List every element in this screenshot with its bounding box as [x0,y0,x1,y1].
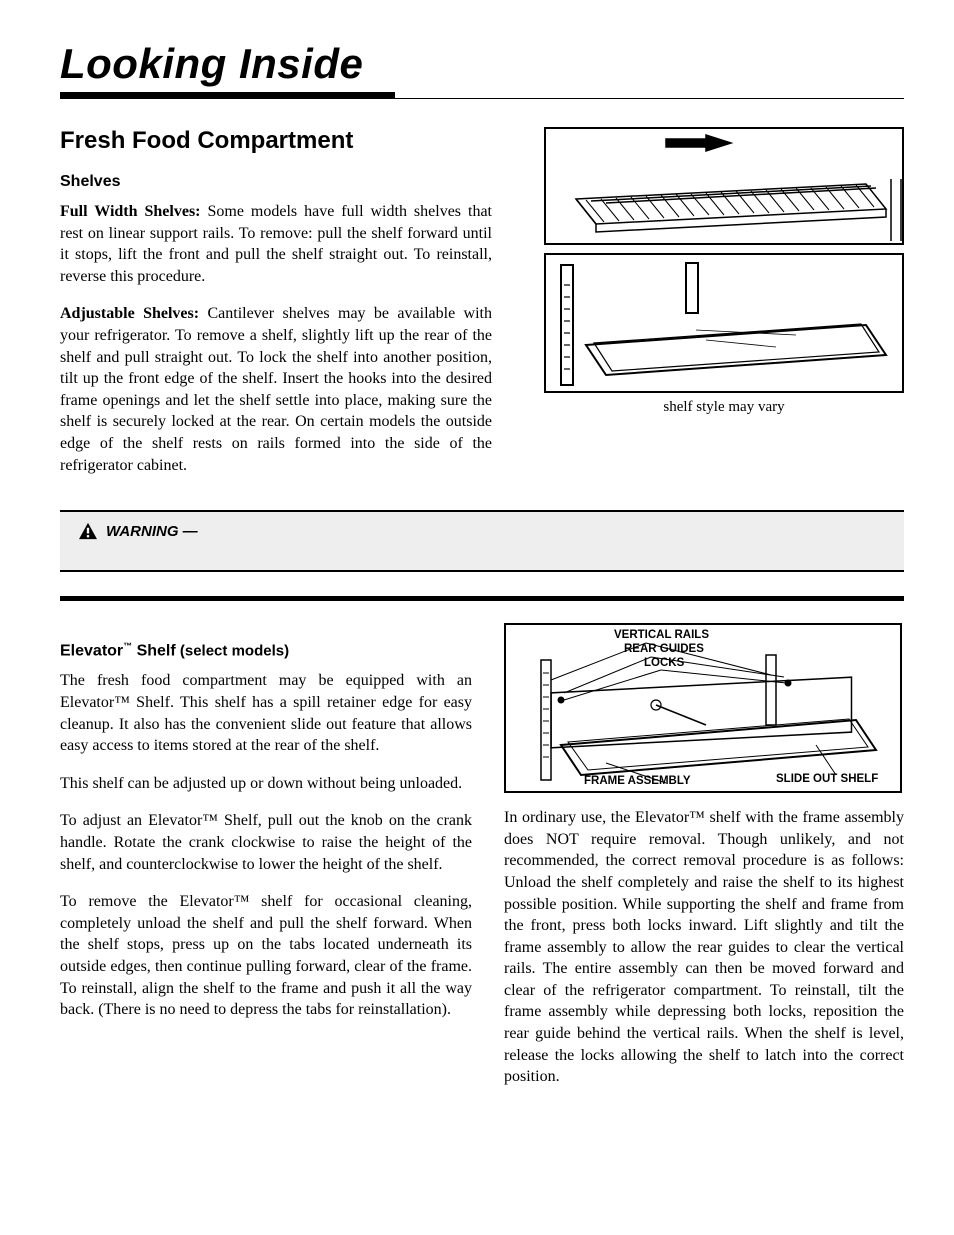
adjustable-para: Adjustable Shelves: Cantilever shelves m… [60,303,492,476]
full-width-label: Full Width Shelves: [60,203,201,220]
figure-glass-shelf [544,253,904,393]
label-rear-guides: REAR GUIDES [624,643,704,655]
warning-icon [78,522,98,540]
elevator-p2: This shelf can be adjusted up or down wi… [60,773,472,795]
label-slide-out: SLIDE OUT SHELF [776,773,878,785]
elevator-heading-main: Elevator [60,642,123,659]
tm-mark: ™ [123,641,132,651]
section-heading: Fresh Food Compartment [60,127,492,155]
figure-wire-shelf [544,127,904,245]
elevator-heading-suffix: (select models) [176,642,289,659]
label-frame-assembly: FRAME ASSEMBLY [584,775,691,787]
label-locks: LOCKS [644,657,684,669]
page-title: Looking Inside [60,40,904,88]
elevator-heading-rest: Shelf [132,642,176,659]
adjustable-text: Cantilever shelves may be available with… [60,305,492,473]
figure-caption: shelf style may vary [544,399,904,416]
elevator-p1: The fresh food compartment may be equipp… [60,670,472,756]
label-vertical-rails: VERTICAL RAILS [614,629,709,641]
elevator-heading: Elevator™ Shelf (select models) [60,641,472,660]
elevator-p3: To adjust an Elevator™ Shelf, pull out t… [60,810,472,875]
warning-box: WARNING — [60,510,904,572]
adjustable-label: Adjustable Shelves: [60,305,199,322]
elevator-p4: To remove the Elevator™ shelf for occasi… [60,891,472,1021]
shelves-heading: Shelves [60,173,492,191]
warning-label: WARNING — [78,522,890,540]
section-divider [60,596,904,601]
warning-text: WARNING — [106,523,198,540]
elevator-p5: In ordinary use, the Elevator™ shelf wit… [504,807,904,1088]
full-width-para: Full Width Shelves: Some models have ful… [60,201,492,287]
figure-elevator-shelf: VERTICAL RAILS REAR GUIDES LOCKS FRAME A… [504,623,902,793]
